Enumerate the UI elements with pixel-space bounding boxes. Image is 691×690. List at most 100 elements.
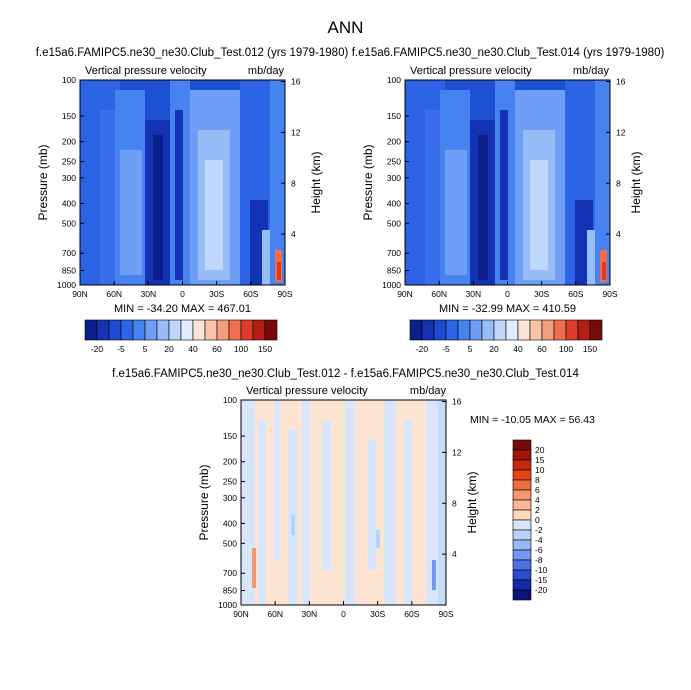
- field-band: [241, 400, 255, 605]
- field-band: [205, 160, 223, 270]
- panel-left-label: Vertical pressure velocity: [85, 65, 207, 77]
- latitude-tick-label: 30S: [370, 609, 385, 619]
- pressure-tick-label: 850: [62, 266, 76, 276]
- latitude-tick-label: 90S: [277, 289, 292, 299]
- latitude-tick-label: 90N: [397, 289, 413, 299]
- latitude-tick-label: 90N: [233, 609, 249, 619]
- heatmap-field: [241, 400, 446, 605]
- colorbar-swatch: [204, 319, 218, 341]
- min-max-stats: MIN = -34.20 MAX = 467.01: [114, 303, 251, 315]
- colorbar-label: 60: [537, 344, 547, 354]
- panel-title: f.e15a6.FAMIPC5.ne30_ne30.Club_Test.012 …: [36, 47, 349, 59]
- colorbar-swatch: [512, 579, 532, 591]
- pressure-tick-label: 500: [387, 218, 401, 228]
- colorbar-swatch: [156, 319, 170, 341]
- panel-test-012: f.e15a6.FAMIPC5.ne30_ne30.Club_Test.012 …: [36, 47, 349, 354]
- panel-title: f.e15a6.FAMIPC5.ne30_ne30.Club_Test.012 …: [112, 368, 579, 380]
- colorbar-swatch: [512, 479, 532, 491]
- colorbar-label: 4: [535, 495, 540, 505]
- pressure-axis: 100 150 200 250 300 400 500 700 850 1000: [57, 75, 84, 290]
- pressure-tick-label: 100: [223, 395, 237, 405]
- colorbar-label: -2: [535, 525, 543, 535]
- colorbar-label: -5: [442, 344, 450, 354]
- pressure-tick-label: 400: [62, 198, 76, 208]
- pressure-tick-label: 250: [62, 157, 76, 167]
- latitude-tick-label: 0: [180, 289, 185, 299]
- pressure-tick-label: 100: [62, 75, 76, 85]
- latitude-tick-label: 90S: [438, 609, 453, 619]
- colorbar-label: 150: [583, 344, 597, 354]
- latitude-tick-label: 60N: [267, 609, 283, 619]
- colorbar-swatch: [512, 459, 532, 471]
- colorbar-label: 2: [535, 505, 540, 515]
- colorbar-swatch: [180, 319, 194, 341]
- pressure-tick-label: 500: [223, 538, 237, 548]
- colorbar-swatch: [108, 319, 122, 341]
- y2-axis-title: Height (km): [309, 151, 323, 213]
- height-axis: 4 8 12 16: [442, 397, 462, 559]
- colorbar-swatch: [445, 319, 459, 341]
- colorbar-label: -15: [535, 575, 548, 585]
- colorbar-swatch: [228, 319, 242, 341]
- field-band: [368, 440, 376, 570]
- latitude-tick-label: 60N: [106, 289, 122, 299]
- pressure-tick-label: 300: [223, 493, 237, 503]
- colorbar-swatch: [517, 319, 531, 341]
- colorbar-label: 6: [535, 485, 540, 495]
- field-band: [258, 420, 266, 605]
- colorbar-swatch: [512, 489, 532, 501]
- pressure-axis: 100 150 200 250 300 400 500 700 850 1000: [218, 395, 245, 610]
- field-band: [500, 110, 508, 280]
- height-axis: 4 8 12 16: [606, 77, 626, 239]
- height-tick-label: 12: [452, 447, 462, 457]
- min-max-stats: MIN = -10.05 MAX = 56.43: [470, 414, 595, 426]
- colorbar-swatch: [512, 449, 532, 461]
- height-tick-label: 16: [452, 397, 462, 407]
- field-band: [274, 400, 280, 560]
- colorbar-label: -20: [416, 344, 429, 354]
- y-axis-title: Pressure (mb): [361, 144, 375, 220]
- colorbar-swatch: [168, 319, 182, 341]
- height-axis: 4 8 12 16: [281, 77, 301, 239]
- panel-difference: f.e15a6.FAMIPC5.ne30_ne30.Club_Test.012 …: [112, 368, 595, 619]
- colorbar-swatch: [565, 319, 579, 341]
- colorbar-label: 20: [489, 344, 499, 354]
- colorbar-label: 40: [513, 344, 523, 354]
- colorbar-label: 150: [258, 344, 272, 354]
- height-tick-label: 4: [452, 549, 457, 559]
- y-axis-title: Pressure (mb): [36, 144, 50, 220]
- field-band: [291, 515, 295, 535]
- colorbar-label: -6: [535, 545, 543, 555]
- colorbar-swatch: [512, 499, 532, 511]
- pressure-tick-label: 150: [387, 111, 401, 121]
- field-band: [384, 400, 396, 605]
- latitude-axis: 90N 60N 30N 0 30S 60S 90S: [397, 281, 618, 299]
- height-tick-label: 16: [616, 77, 626, 87]
- field-band: [530, 160, 548, 270]
- field-band: [602, 262, 606, 280]
- colorbar-label: 5: [143, 344, 148, 354]
- pressure-tick-label: 1000: [218, 600, 237, 610]
- field-band: [345, 400, 355, 605]
- pressure-tick-label: 850: [223, 586, 237, 596]
- colorbar-label: 100: [559, 344, 573, 354]
- pressure-tick-label: 1000: [382, 280, 401, 290]
- colorbar-swatch: [132, 319, 146, 341]
- pressure-tick-label: 200: [223, 457, 237, 467]
- pressure-tick-label: 300: [387, 173, 401, 183]
- latitude-tick-label: 30S: [209, 289, 224, 299]
- colorbar-label: -20: [535, 585, 548, 595]
- panel-units-label: mb/day: [410, 385, 447, 397]
- colorbar-swatch: [505, 319, 519, 341]
- colorbar-swatch: [84, 319, 98, 341]
- heatmap-field: [80, 80, 285, 285]
- colorbar-swatch: [144, 319, 158, 341]
- colorbar-swatch: [512, 529, 532, 541]
- pressure-tick-label: 1000: [57, 280, 76, 290]
- field-background: [241, 400, 446, 605]
- colorbar-swatch: [512, 559, 532, 571]
- colorbar-label: 15: [535, 455, 545, 465]
- pressure-tick-label: 700: [62, 248, 76, 258]
- panel-left-label: Vertical pressure velocity: [246, 385, 368, 397]
